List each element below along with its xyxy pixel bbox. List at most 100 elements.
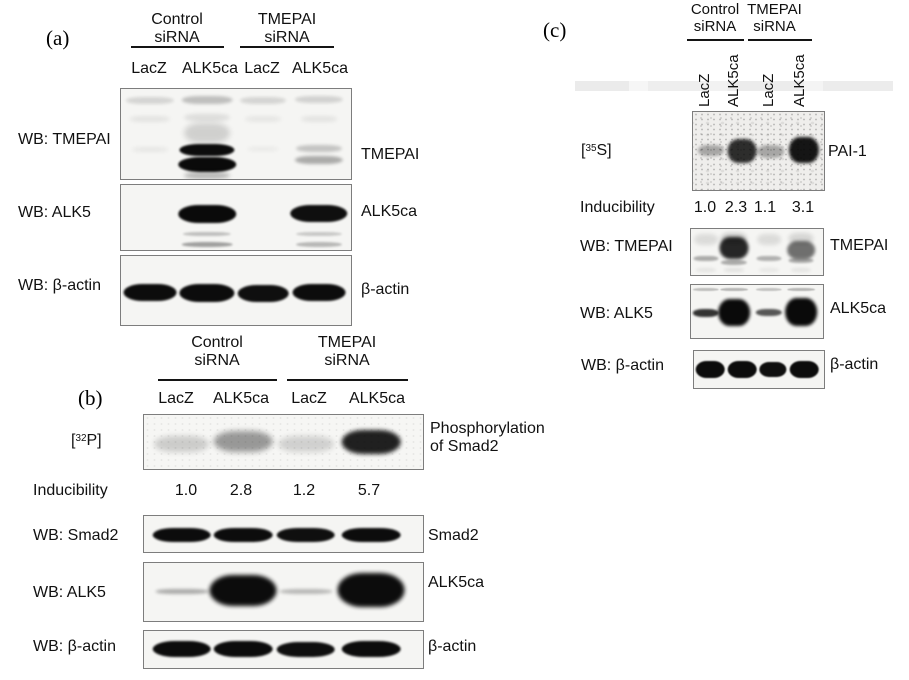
protein-band: [719, 237, 749, 260]
protein-band: [277, 435, 334, 452]
protein-band: [295, 144, 342, 152]
protein-band: [727, 139, 757, 163]
protein-band: [155, 588, 209, 595]
protein-band: [788, 136, 820, 164]
group-type: siRNA: [324, 351, 370, 369]
isotope-sup: 35: [585, 142, 597, 154]
inducibility-value: 1.0: [174, 482, 198, 499]
isotope-label-32p: [32P]: [71, 432, 102, 450]
group-header-control-c: Control siRNA: [677, 1, 753, 36]
group-underline: [748, 39, 812, 41]
protein-band: [693, 255, 719, 262]
blot-b-alk5: [143, 562, 424, 622]
protein-band: [758, 268, 780, 272]
group-name: Control: [151, 11, 203, 28]
protein-band: [184, 123, 231, 143]
protein-band: [757, 233, 781, 246]
protein-band: [184, 171, 231, 179]
group-header-control-b: Control siRNA: [165, 334, 269, 370]
band-right-label: ALK5ca: [361, 203, 418, 220]
protein-band: [720, 288, 748, 292]
protein-band: [342, 527, 401, 542]
isotope-open: [: [581, 142, 586, 159]
protein-band: [788, 257, 814, 263]
wb-label: WB: ALK5: [18, 204, 91, 221]
blot-c-35s: [692, 111, 825, 191]
group-type: siRNA: [753, 17, 796, 35]
band-right-label: TMEPAI: [830, 237, 889, 254]
protein-band: [292, 283, 346, 301]
lane-label-vertical: LacZ: [696, 73, 713, 107]
blot-c-alk5: [690, 284, 824, 339]
blot-a-tmepai: [120, 88, 352, 180]
protein-band: [179, 143, 235, 157]
group-header-tmepai-b: TMEPAI siRNA: [295, 334, 399, 370]
protein-band: [246, 146, 279, 152]
protein-band: [300, 116, 338, 123]
scan-artifact-streak: [575, 81, 893, 91]
band-right-label: ALK5ca: [830, 300, 887, 317]
inducibility-value: 2.8: [229, 482, 253, 499]
lane-label-vertical: ALK5ca: [725, 54, 742, 107]
inducibility-value: 1.1: [753, 199, 777, 216]
protein-band: [788, 232, 814, 245]
band-right-label: β-actin: [830, 356, 879, 373]
isotope-open: [: [71, 432, 76, 449]
protein-band: [787, 240, 815, 259]
group-underline: [131, 46, 224, 48]
group-name: TMEPAI: [257, 11, 317, 28]
group-underline: [158, 379, 277, 381]
band-right-label: ALK5ca: [428, 574, 485, 591]
protein-band: [244, 116, 282, 123]
protein-band: [152, 641, 211, 657]
protein-band: [123, 283, 177, 301]
inducibility-value: 5.7: [357, 482, 381, 499]
protein-band: [695, 268, 717, 272]
group-type: siRNA: [154, 28, 200, 46]
band-right-label: TMEPAI: [361, 146, 420, 163]
isotope-close: P]: [86, 432, 102, 449]
protein-band: [181, 242, 233, 247]
protein-band: [239, 97, 286, 105]
lane-label: LacZ: [158, 390, 194, 407]
wb-label: WB: β-actin: [581, 357, 664, 374]
protein-band: [695, 361, 725, 378]
group-name: TMEPAI: [747, 1, 802, 18]
isotope-sup: 32: [75, 432, 87, 444]
inducibility-value: 1.2: [292, 482, 316, 499]
protein-band: [125, 97, 175, 105]
inducibility-label: Inducibility: [33, 482, 108, 499]
protein-band: [237, 284, 289, 302]
blot-a-bactin: [120, 255, 352, 326]
lane-label: ALK5ca: [181, 60, 239, 77]
blot-b-32p: [143, 414, 424, 470]
panel-b-letter: (b): [78, 386, 103, 410]
group-header-tmepai-c: TMEPAI siRNA: [736, 1, 813, 36]
protein-band: [720, 260, 748, 265]
protein-band: [184, 114, 231, 122]
protein-band: [181, 96, 233, 105]
panel-a-letter: (a): [46, 26, 70, 50]
group-underline: [287, 379, 408, 381]
group-name: TMEPAI: [317, 334, 377, 351]
protein-band: [178, 204, 236, 223]
protein-band: [694, 233, 718, 246]
protein-band: [182, 232, 232, 237]
inducibility-value: 1.0: [693, 199, 717, 216]
protein-band: [279, 588, 333, 594]
protein-band: [785, 297, 817, 327]
protein-band: [757, 144, 785, 158]
lane-label-vertical: LacZ: [760, 73, 777, 107]
protein-band: [294, 96, 343, 104]
group-name: Control: [690, 1, 740, 18]
blot-c-bactin: [693, 350, 825, 389]
protein-band: [276, 641, 336, 657]
wb-label: WB: β-actin: [33, 638, 116, 655]
lane-label: LacZ: [244, 60, 280, 77]
panel-c-letter: (c): [543, 18, 567, 42]
isotope-close: S]: [596, 142, 612, 159]
lane-label: LacZ: [291, 390, 327, 407]
group-type: siRNA: [194, 351, 240, 369]
wb-label: WB: ALK5: [580, 305, 653, 322]
protein-band: [697, 144, 725, 157]
